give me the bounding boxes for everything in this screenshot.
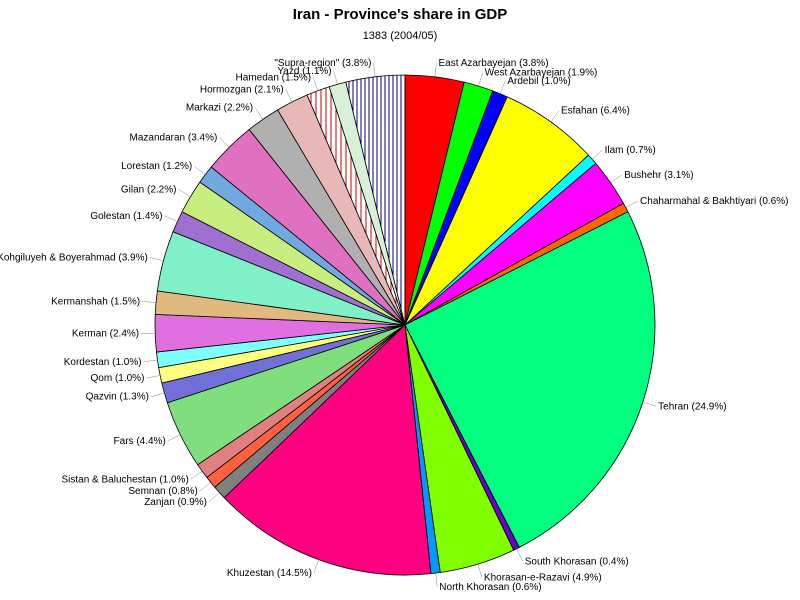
slice-label: Sistan & Baluchestan (1.0%): [61, 474, 188, 485]
slice-label: East Azarbayejan (3.8%): [438, 58, 548, 69]
label-leader: [434, 62, 437, 77]
label-leader: [199, 482, 211, 492]
label-leader: [591, 149, 603, 160]
label-leader: [610, 174, 623, 183]
label-leader: [208, 492, 220, 503]
label-leader: [254, 107, 264, 120]
slice-label: Khuzestan (14.5%): [227, 568, 312, 579]
label-leader: [477, 564, 483, 578]
slice-label: Tehran (24.9%): [658, 401, 726, 412]
slice-label: Qazvin (1.3%): [86, 392, 149, 403]
slice-label: Gilan (2.2%): [121, 184, 177, 195]
slice-label: Kerman (2.4%): [72, 329, 139, 340]
label-leader: [550, 110, 560, 123]
slice-label: Ardebil (1.0%): [507, 76, 570, 87]
slice-label: Kordestan (1.0%): [64, 357, 142, 368]
label-leader: [435, 573, 438, 588]
slice-label: Esfahan (6.4%): [561, 106, 630, 117]
slice-label: Hamedan (1.5%): [236, 72, 312, 83]
label-leader: [143, 359, 158, 363]
slice-label: Bushehr (3.1%): [624, 170, 693, 181]
slice-label: Yazd (1.1%): [277, 66, 331, 77]
label-leader: [373, 62, 376, 77]
chart-title: Iran - Province's share in GDP: [292, 6, 508, 23]
label-leader: [190, 470, 203, 480]
label-leader: [164, 215, 178, 222]
slice-label: Lorestan (1.2%): [121, 161, 192, 172]
label-leader: [312, 77, 319, 91]
slice-label: Kohgiluyeh & Boyerahmad (3.9%): [0, 252, 148, 263]
label-leader: [142, 301, 157, 303]
label-leader: [642, 401, 657, 407]
slice-label: South Khorasan (0.4%): [525, 556, 629, 567]
slice-label: Kermanshah (1.5%): [51, 296, 140, 307]
chart-subtitle: 1383 (2004/05): [362, 30, 438, 42]
slice-label: North Khorasan (0.6%): [439, 582, 541, 593]
slice-label: Fars (4.4%): [114, 436, 166, 447]
slice-label: Qom (1.0%): [91, 373, 145, 384]
label-leader: [149, 257, 164, 262]
slice-label: Ilam (0.7%): [605, 145, 656, 156]
label-leader: [194, 165, 206, 175]
label-leader: [499, 80, 506, 94]
slice-labels: East Azarbayejan (3.8%)West Azarbayejan …: [0, 58, 788, 593]
label-leaders: [141, 62, 657, 588]
label-leader: [146, 375, 161, 379]
label-leader: [516, 548, 523, 562]
label-leader: [333, 70, 338, 85]
label-leader: [625, 200, 639, 208]
label-leader: [150, 392, 165, 397]
pie-slices: [154, 74, 656, 576]
slice-label: Hormozgan (2.1%): [200, 84, 284, 95]
label-leader: [178, 189, 191, 197]
slice-label: Khorasan-e-Razavi (4.9%): [484, 573, 602, 584]
label-leader: [219, 137, 230, 148]
label-leader: [478, 72, 483, 87]
label-leader: [313, 559, 319, 573]
label-leader: [285, 89, 293, 103]
slice-label: Semnan (0.8%): [128, 486, 197, 497]
label-leader: [167, 434, 181, 442]
slice-label: Zanjan (0.9%): [144, 497, 207, 508]
pie-slice: [345, 74, 406, 326]
slice-label: West Azarbayejan (1.9%): [485, 68, 598, 79]
slice-label: "Supra-region" (3.8%): [274, 58, 371, 69]
slice-label: Mazandaran (3.4%): [130, 132, 218, 143]
slice-label: Golestan (1.4%): [90, 211, 162, 222]
slice-label: Markazi (2.2%): [186, 103, 253, 114]
slice-label: Chaharmahal & Bakhtiyari (0.6%): [640, 196, 788, 207]
